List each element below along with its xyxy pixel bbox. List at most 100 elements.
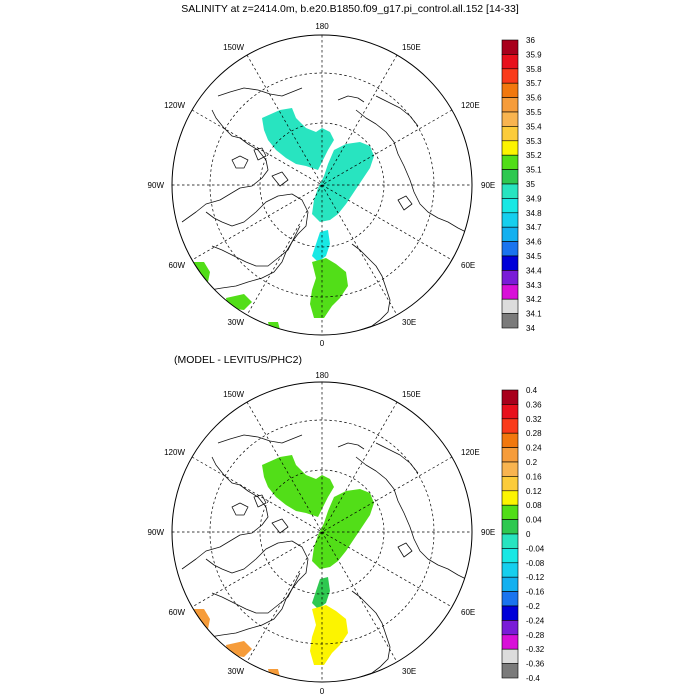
colorbar-label: -0.32 <box>526 645 545 654</box>
colorbar-box <box>501 284 519 300</box>
lon-label-90w: 90W <box>148 528 165 537</box>
coastline-greenland <box>181 456 269 570</box>
colorbar-label: 35.1 <box>526 166 542 175</box>
data-patch-central <box>312 142 374 222</box>
colorbar-label: 0.04 <box>526 516 542 525</box>
data-patch-strait <box>312 230 330 262</box>
colorbar-box <box>501 39 519 55</box>
colorbar-label: -0.4 <box>526 674 540 683</box>
colorbar-label: 0.32 <box>526 415 542 424</box>
coastline-canada <box>205 540 309 638</box>
colorbar-box <box>501 461 519 477</box>
colorbar-label: 34.1 <box>526 310 542 319</box>
graticule <box>172 382 472 682</box>
colorbar-box <box>501 183 519 199</box>
colorbar-box <box>501 54 519 70</box>
colorbar-label: 34.8 <box>526 209 542 218</box>
colorbar-box <box>501 634 519 650</box>
colorbar-box <box>501 154 519 170</box>
colorbar-box <box>501 447 519 463</box>
colorbar-box <box>501 519 519 535</box>
colorbar-box <box>501 255 519 271</box>
map-border <box>171 381 473 683</box>
colorbar-label: 0.24 <box>526 444 542 453</box>
data-patch-outer-bottom <box>226 641 252 657</box>
colorbar-label: -0.24 <box>526 616 545 625</box>
data-patch-central <box>312 489 374 569</box>
colorbar-box <box>501 212 519 228</box>
lon-label-60e: 60E <box>461 261 475 270</box>
colorbar-box <box>501 404 519 420</box>
data-patch-outer-bottom <box>226 294 252 310</box>
colorbar-label: 35.8 <box>526 65 542 74</box>
panel-title: (MODEL - LEVITUS/PHC2) <box>174 354 302 366</box>
graticule <box>172 35 472 335</box>
coastline-eurasia <box>355 456 467 580</box>
lon-label-150e: 150E <box>402 43 421 52</box>
data-patch-pacific-side <box>262 455 334 517</box>
lon-label-60w: 60W <box>169 608 186 617</box>
colorbar-label: 35.6 <box>526 94 542 103</box>
colorbar-box <box>501 620 519 636</box>
lon-label-150w: 150W <box>223 43 244 52</box>
longitude-labels: 180 150E 120E 90E 60E 30E 0 30W 60W 90W … <box>148 22 496 348</box>
coastline-siberia <box>337 442 419 474</box>
colorbar-label: 0.36 <box>526 400 542 409</box>
lon-label-30w: 30W <box>228 318 245 327</box>
lon-label-30e: 30E <box>402 667 416 676</box>
lon-label-60w: 60W <box>169 261 186 270</box>
salinity-map-panel: SALINITY at z=2414.0m, b.e20.B1850.f09_g… <box>148 3 543 348</box>
lon-label-30e: 30E <box>402 318 416 327</box>
colorbar-box <box>501 648 519 664</box>
colorbar-box <box>501 111 519 127</box>
colorbar-label: 0.12 <box>526 487 542 496</box>
colorbar-label: 36 <box>526 36 535 45</box>
colorbar-label: 0.2 <box>526 458 538 467</box>
colorbar-box <box>501 418 519 434</box>
colorbar-box <box>501 562 519 578</box>
colorbar-label: 0.28 <box>526 429 542 438</box>
lon-label-90w: 90W <box>148 181 165 190</box>
colorbar-box <box>501 476 519 492</box>
coastline-siberia <box>337 95 419 127</box>
colorbar-label: -0.16 <box>526 588 545 597</box>
colorbar-box <box>501 663 519 679</box>
coastline-alaska <box>217 87 303 97</box>
coastline-canada <box>205 193 309 291</box>
lon-label-120e: 120E <box>461 448 480 457</box>
data-patch-atlantic-side <box>310 605 348 665</box>
colorbar-box <box>501 576 519 592</box>
colorbar-box <box>501 169 519 185</box>
colorbar-label: -0.08 <box>526 559 545 568</box>
coastline-islands <box>231 147 413 211</box>
colorbar-label: -0.36 <box>526 660 545 669</box>
colorbar-box <box>501 313 519 329</box>
lon-label-150w: 150W <box>223 390 244 399</box>
lon-label-60e: 60E <box>461 608 475 617</box>
colorbar-label: -0.04 <box>526 544 545 553</box>
colorbar-label: 34 <box>526 324 535 333</box>
lon-label-90e: 90E <box>481 528 495 537</box>
lon-label-180: 180 <box>315 371 329 380</box>
colorbar-box <box>501 226 519 242</box>
coastline-americas <box>211 572 301 614</box>
colorbar-label: 35.5 <box>526 108 542 117</box>
panel-title: SALINITY at z=2414.0m, b.e20.B1850.f09_g… <box>181 3 519 15</box>
colorbar-label: 34.9 <box>526 194 542 203</box>
data-patch-atlantic-side <box>310 258 348 318</box>
longitude-labels: 180 150E 120E 90E 60E 30E 0 30W 60W 90W … <box>148 371 496 696</box>
colorbar-label: 0 <box>526 530 531 539</box>
colorbar-label: -0.28 <box>526 631 545 640</box>
colorbar-box <box>501 533 519 549</box>
colorbar-box <box>501 82 519 98</box>
colorbar-label: 35.7 <box>526 79 542 88</box>
colorbar-label: 34.7 <box>526 223 542 232</box>
coastline-islands <box>231 494 413 558</box>
lon-label-90e: 90E <box>481 181 495 190</box>
colorbar-box <box>501 270 519 286</box>
colorbar-label: 35.3 <box>526 137 542 146</box>
coastline-alaska <box>217 434 303 444</box>
colorbar: 0.4 0.36 0.32 0.28 0.24 0.2 0.16 0.12 0.08 0.04 0 -… <box>501 386 545 683</box>
colorbar-box <box>501 504 519 520</box>
colorbar-box <box>501 68 519 84</box>
